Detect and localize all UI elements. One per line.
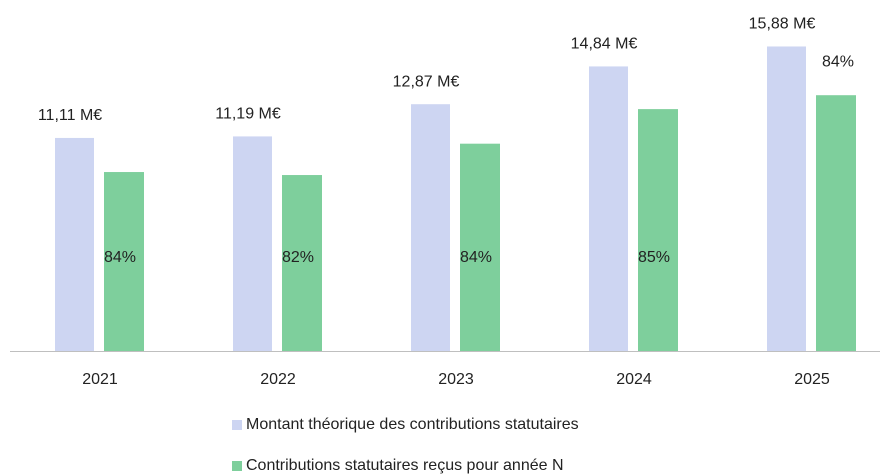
value-label: 14,84 M€ (571, 36, 638, 53)
bar (638, 109, 678, 351)
legend-label: Contributions statutaires reçus pour ann… (246, 457, 564, 474)
value-label: 85% (638, 249, 670, 266)
bar (589, 66, 628, 351)
bar (55, 137, 94, 351)
legend-swatch (232, 461, 242, 471)
x-tick-label: 2021 (82, 371, 118, 388)
value-label: 84% (822, 53, 854, 70)
value-label: 11,19 M€ (215, 106, 281, 123)
value-label: 12,87 M€ (393, 73, 460, 90)
x-tick-label: 2024 (616, 371, 652, 388)
bar (767, 46, 806, 351)
value-label: 84% (104, 249, 136, 266)
bar (411, 104, 450, 351)
legend-label: Montant théorique des contributions stat… (246, 416, 579, 433)
value-label: 82% (282, 249, 314, 266)
value-label: 84% (460, 249, 492, 266)
bar (104, 172, 144, 351)
x-tick-label: 2025 (794, 371, 830, 388)
bar (816, 95, 856, 351)
bar (460, 143, 500, 351)
value-label: 11,11 M€ (38, 107, 102, 124)
bar (282, 175, 322, 351)
bar (233, 136, 272, 351)
x-tick-label: 2023 (438, 371, 474, 388)
value-label: 15,88 M€ (749, 16, 816, 33)
x-tick-label: 2022 (260, 371, 296, 388)
legend-swatch (232, 420, 242, 430)
